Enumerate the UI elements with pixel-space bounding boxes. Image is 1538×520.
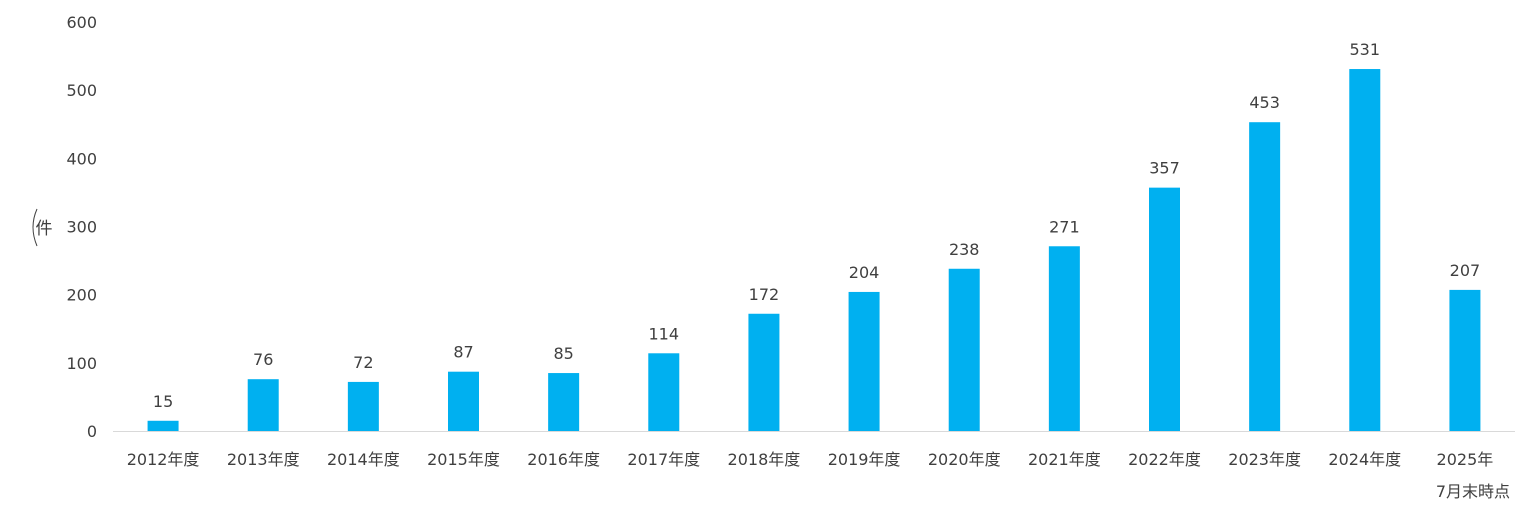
y-tick-label: 300 — [66, 218, 97, 237]
bar-value-label: 87 — [453, 343, 473, 362]
x-category-label: 2014年度 — [327, 450, 400, 469]
x-axis-category-labels: 2012年度 2013年度 2014年度 2015年度 2016年度 2017年度 2018… — [127, 450, 1510, 501]
bar-value-label: 85 — [553, 344, 573, 363]
bar — [548, 373, 580, 431]
bar-series — [147, 69, 1481, 431]
y-tick-label: 500 — [66, 81, 97, 100]
x-category-label: 2020年度 — [928, 450, 1001, 469]
y-tick-label: 100 — [66, 354, 97, 373]
y-tick-label: 200 — [66, 286, 97, 305]
bar-value-label: 271 — [1049, 217, 1080, 236]
bar-value-label: 15 — [153, 392, 173, 411]
bar — [1048, 246, 1080, 431]
x-category-label: 2021年度 — [1028, 450, 1101, 469]
x-category-label: 2024年度 — [1328, 450, 1401, 469]
x-category-label: 2017年度 — [627, 450, 700, 469]
x-category-label: 2019年度 — [828, 450, 901, 469]
bar — [848, 291, 880, 431]
bar-value-label: 453 — [1249, 93, 1280, 112]
bar — [347, 381, 379, 431]
y-axis-unit-text: 件 — [36, 219, 53, 239]
bar — [748, 313, 780, 431]
x-category-label: 2018年度 — [728, 450, 801, 469]
y-tick-label: 600 — [66, 13, 97, 32]
y-tick-label: 400 — [66, 149, 97, 168]
x-category-label: 2025年 — [1437, 450, 1494, 469]
x-category-label: 2012年度 — [127, 450, 200, 469]
bar-value-label: 172 — [749, 285, 780, 304]
bar-value-label: 204 — [849, 263, 880, 282]
x-category-label: 2013年度 — [227, 450, 300, 469]
y-axis-unit-label: 件 — [32, 208, 53, 247]
bar-value-label: 207 — [1450, 261, 1481, 280]
bar — [1449, 289, 1481, 431]
x-category-label: 2022年度 — [1128, 450, 1201, 469]
y-axis-ticks: 0 100 200 300 400 500 600 — [66, 13, 97, 441]
bar-value-label: 238 — [949, 240, 980, 259]
y-axis-unit-bracket — [32, 208, 38, 247]
x-category-label: 2015年度 — [427, 450, 500, 469]
x-category-label: 7月末時点 — [1436, 482, 1510, 501]
bar — [948, 268, 980, 431]
bar — [247, 379, 279, 431]
data-labels: 15 76 72 87 85 114 172 204 238 271 357 453 531 207 — [153, 40, 1480, 411]
x-category-label: 2023年度 — [1228, 450, 1301, 469]
bar — [648, 353, 680, 431]
bar-value-label: 72 — [353, 353, 373, 372]
y-tick-label: 0 — [87, 422, 97, 441]
bar-value-label: 114 — [649, 324, 680, 343]
bar — [147, 420, 179, 431]
bar — [1349, 69, 1381, 431]
bar-value-label: 357 — [1149, 159, 1180, 178]
bar — [1149, 187, 1180, 431]
bar — [1249, 122, 1281, 431]
bar-value-label: 531 — [1350, 40, 1381, 59]
bar-value-label: 76 — [253, 350, 273, 369]
x-category-label: 2016年度 — [527, 450, 600, 469]
bar — [448, 371, 479, 431]
